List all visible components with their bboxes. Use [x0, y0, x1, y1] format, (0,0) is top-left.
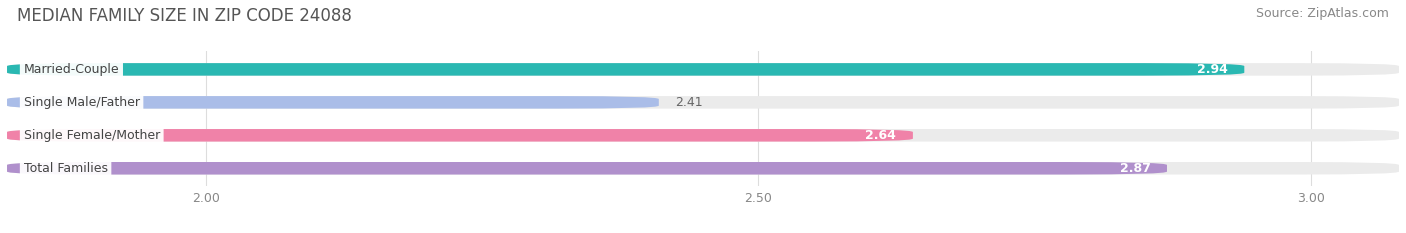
- Text: 2.41: 2.41: [675, 96, 703, 109]
- FancyBboxPatch shape: [7, 96, 1399, 109]
- Text: Married-Couple: Married-Couple: [24, 63, 120, 76]
- FancyBboxPatch shape: [7, 129, 1399, 142]
- FancyBboxPatch shape: [7, 63, 1399, 76]
- Text: Single Female/Mother: Single Female/Mother: [24, 129, 160, 142]
- Text: 2.94: 2.94: [1197, 63, 1227, 76]
- FancyBboxPatch shape: [7, 162, 1399, 175]
- FancyBboxPatch shape: [7, 63, 1244, 76]
- FancyBboxPatch shape: [7, 129, 912, 142]
- FancyBboxPatch shape: [7, 96, 659, 109]
- Text: 2.64: 2.64: [866, 129, 897, 142]
- FancyBboxPatch shape: [7, 162, 1167, 175]
- Text: Single Male/Father: Single Male/Father: [24, 96, 139, 109]
- Text: 2.87: 2.87: [1119, 162, 1150, 175]
- Text: Source: ZipAtlas.com: Source: ZipAtlas.com: [1256, 7, 1389, 20]
- Text: Total Families: Total Families: [24, 162, 108, 175]
- Text: MEDIAN FAMILY SIZE IN ZIP CODE 24088: MEDIAN FAMILY SIZE IN ZIP CODE 24088: [17, 7, 352, 25]
